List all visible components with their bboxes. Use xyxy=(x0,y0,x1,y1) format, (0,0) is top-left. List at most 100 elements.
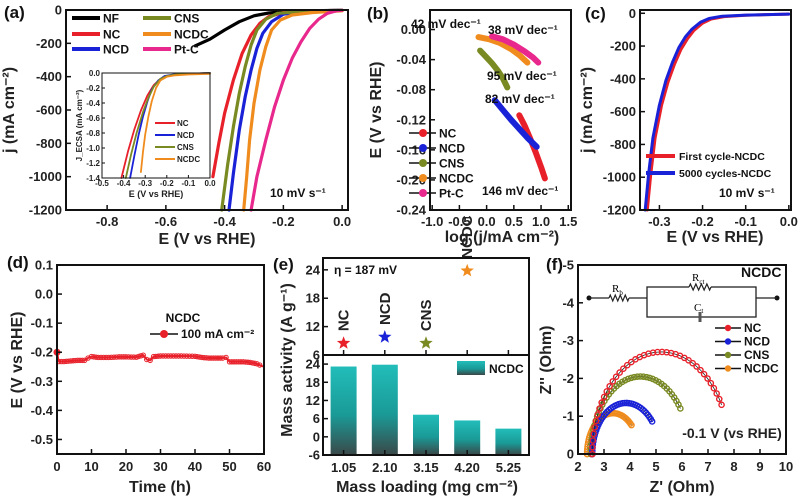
data-point-cns xyxy=(627,374,635,382)
data-point-ncd xyxy=(516,126,522,132)
x-tick-label: 4 xyxy=(626,459,634,474)
y-tick-label: 12 xyxy=(306,393,320,408)
legend-marker xyxy=(419,129,427,137)
legend-marker xyxy=(419,159,427,167)
y-tick-label: 24 xyxy=(306,262,321,277)
y-tick-label: -400 xyxy=(610,71,636,86)
x-tick-label: 60 xyxy=(257,459,271,474)
inset-y-tick-label: 0.0 xyxy=(89,69,101,78)
legend-marker xyxy=(419,174,427,182)
x-tick-label: -0.5 xyxy=(448,214,470,229)
x-tick-label: 6 xyxy=(678,459,685,474)
data-point-nc xyxy=(590,430,597,438)
legend-label: CNS xyxy=(439,157,464,171)
panel-label: (c) xyxy=(585,4,606,23)
y-tick-label: 0 xyxy=(55,3,62,18)
inset-y-tick-label: -1.2 xyxy=(86,159,100,168)
point-label: NC xyxy=(336,309,353,331)
data-point xyxy=(162,353,169,359)
legend-label: Pt-C xyxy=(174,43,199,57)
legend-label: First cycle-NCDC xyxy=(679,151,765,163)
y-tick-label: -0.08 xyxy=(396,82,426,97)
legend-label: 5000 cycles-NCDC xyxy=(679,168,772,180)
rb-subscript: b xyxy=(619,289,623,297)
x-tick-label: 50 xyxy=(222,459,236,474)
data-point xyxy=(186,353,193,359)
x-tick-label: 8 xyxy=(730,459,737,474)
y-tick-label: -0.16 xyxy=(396,142,426,157)
data-point-ncd xyxy=(500,107,506,113)
y-axis-label: Z'' (Ohm) xyxy=(538,326,555,395)
data-point xyxy=(252,360,258,367)
inset-y-tick-label: -0.2 xyxy=(86,84,100,93)
x-tick-label: -0.1 xyxy=(734,214,756,229)
data-point-nc xyxy=(616,369,623,376)
data-point-cns xyxy=(477,48,483,54)
x-tick-label: 2 xyxy=(574,459,581,474)
circuit-title: NCDC xyxy=(741,264,781,280)
x-tick-label: -0.2 xyxy=(272,214,294,229)
data-point-ncd xyxy=(524,135,530,141)
inset-frame xyxy=(101,72,211,179)
panel-f: 2 3 4 5 6 7 8 9 10 0 -1 -2 -3 -4 -5 Z' (Ohm) Z'' (Ohm) (f… xyxy=(538,255,793,496)
y-tick-label: 0.0 xyxy=(35,287,53,302)
y-tick-label: -1000 xyxy=(603,170,636,185)
data-point xyxy=(123,354,129,360)
star-marker xyxy=(378,330,392,343)
data-point-ncdc xyxy=(475,34,481,40)
resistor-symbol xyxy=(608,293,630,303)
legend-label: 100 mA cm⁻² xyxy=(181,327,254,341)
scan-rate-annotation: 10 mV s⁻¹ xyxy=(719,186,775,200)
data-point-cns xyxy=(633,373,641,380)
y-tick-label: -1 xyxy=(562,409,574,424)
data-point-pt-c xyxy=(489,33,495,39)
data-point xyxy=(108,354,115,361)
data-point-ncd xyxy=(621,399,629,407)
inset-y-tick-label: -0.6 xyxy=(86,114,100,123)
panel-c: -0.3 -0.2 -0.1 0.0 0 -200 -400 -600 -800 -1000 -12… xyxy=(579,4,798,246)
y-tick-label: 0 xyxy=(313,429,320,444)
data-point xyxy=(223,354,229,361)
data-point-nc xyxy=(542,175,548,181)
y-tick-label: 18 xyxy=(306,291,320,306)
x-axis-label: Time (h) xyxy=(129,479,191,496)
plot-frame xyxy=(639,9,792,211)
x-tick-label: -1.0 xyxy=(421,214,443,229)
panel-label: (e) xyxy=(273,255,294,274)
x-tick-label: -0.4 xyxy=(213,214,236,229)
legend-title: NCDC xyxy=(166,311,201,325)
data-point-ncd xyxy=(492,97,498,103)
data-point-nc xyxy=(612,373,620,381)
series-line-cns xyxy=(220,8,344,212)
overpotential-annotation: η = 187 mV xyxy=(334,263,397,277)
data-point-nc xyxy=(620,365,627,372)
data-point xyxy=(184,353,190,359)
x-tick-label: -0.3 xyxy=(648,214,670,229)
data-point-pt-c xyxy=(535,60,541,66)
data-point xyxy=(79,357,86,364)
x-tick-label: 5 xyxy=(652,459,659,474)
x-tick-label: 1.0 xyxy=(532,214,550,229)
data-point-nc xyxy=(609,378,617,385)
y-tick-label: -800 xyxy=(36,136,62,151)
star-marker xyxy=(336,336,351,349)
panel-label: (f) xyxy=(546,255,563,274)
data-point-cns xyxy=(489,60,495,66)
inset-x-tick-label: -0.3 xyxy=(138,179,152,188)
legend-label: NCD xyxy=(744,335,770,349)
legend-marker xyxy=(724,365,732,372)
data-point xyxy=(189,353,195,359)
x-tick-label: 1.5 xyxy=(559,214,577,229)
y-tick-label: -1200 xyxy=(603,203,636,218)
data-point-nc xyxy=(592,417,600,425)
panel-label: (d) xyxy=(7,253,29,272)
data-point xyxy=(103,354,109,361)
data-point-cns xyxy=(646,374,653,382)
y-tick-label: -600 xyxy=(610,104,636,119)
y-tick-label: -1200 xyxy=(29,203,62,218)
y-tick-label: 0.00 xyxy=(401,22,426,37)
x-tick-label: 4.20 xyxy=(455,460,480,475)
inset-legend-label: NCD xyxy=(177,131,195,140)
inset-y-tick-label: -0.4 xyxy=(86,99,100,108)
bar-1.05 xyxy=(330,366,357,455)
